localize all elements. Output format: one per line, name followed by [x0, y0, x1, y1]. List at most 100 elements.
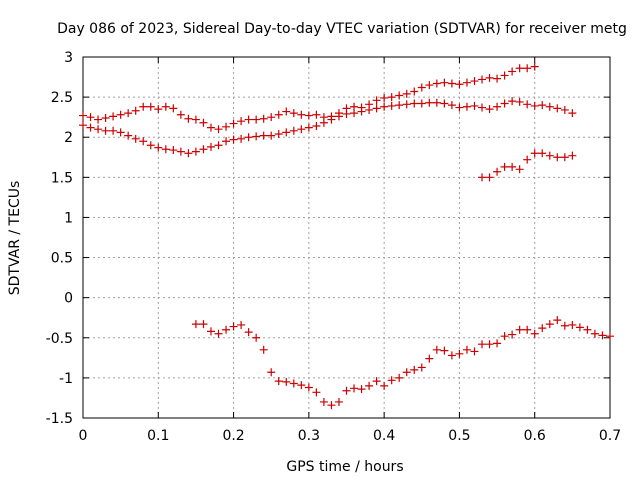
data-point: [304, 123, 313, 132]
data-point: [259, 114, 268, 123]
data-point: [500, 332, 509, 341]
series-series-c: [478, 149, 577, 182]
y-tick-label: 2.5: [51, 90, 73, 106]
data-point: [560, 321, 569, 330]
data-point: [372, 377, 381, 386]
x-tick-label: 0.1: [147, 428, 169, 444]
data-point: [485, 173, 494, 182]
data-point: [289, 109, 298, 118]
data-point: [478, 103, 487, 112]
data-point: [575, 323, 584, 332]
data-point: [410, 365, 419, 374]
data-point: [485, 340, 494, 349]
data-point: [146, 102, 155, 111]
data-point: [176, 147, 185, 156]
data-point: [229, 322, 238, 331]
data-point: [455, 103, 464, 112]
data-point: [237, 117, 246, 126]
plot-frame: [82, 56, 611, 419]
data-point: [252, 115, 261, 124]
data-point: [493, 102, 502, 111]
data-point: [425, 98, 434, 107]
data-point: [523, 100, 532, 109]
data-point: [447, 101, 456, 110]
data-point: [206, 142, 215, 151]
data-point: [312, 121, 321, 130]
data-point: [515, 165, 524, 174]
y-tick-label: -1.5: [46, 411, 73, 427]
data-point: [101, 126, 110, 135]
data-point: [553, 316, 562, 325]
data-point: [131, 106, 140, 115]
data-point: [206, 327, 215, 336]
data-point: [395, 373, 404, 382]
y-tick-label: 0: [64, 291, 73, 307]
data-point: [485, 73, 494, 82]
data-point: [583, 325, 592, 334]
data-point: [304, 383, 313, 392]
data-point: [545, 102, 554, 111]
chart-title: Day 086 of 2023, Sidereal Day-to-day VTE…: [57, 21, 627, 37]
data-point: [538, 149, 547, 158]
data-point: [462, 102, 471, 111]
data-point: [154, 143, 163, 152]
data-point: [319, 397, 328, 406]
data-point: [161, 102, 170, 111]
data-point: [327, 401, 336, 410]
x-tick-label: 0.4: [373, 428, 395, 444]
x-tick-label: 0.2: [222, 428, 244, 444]
y-tick-label: -0.5: [46, 331, 73, 347]
series-series-a: [79, 62, 539, 134]
data-point: [350, 384, 359, 393]
data-point: [229, 119, 238, 128]
data-point: [530, 101, 539, 110]
data-point: [146, 141, 155, 150]
data-point: [222, 325, 231, 334]
data-point: [365, 105, 374, 114]
x-tick-label: 0.7: [599, 428, 621, 444]
data-point: [493, 339, 502, 348]
data-point: [432, 345, 441, 354]
data-point: [199, 118, 208, 127]
data-point: [267, 131, 276, 140]
data-point: [545, 151, 554, 160]
data-point: [312, 110, 321, 119]
tick-layer: 0 0.1 0.2 0.3 0.4 0.5 0.6 0.7 -1.5 -1 -0.5 0 0.5 1 1.5…: [46, 50, 621, 444]
data-point: [568, 151, 577, 160]
data-point: [206, 123, 215, 132]
data-point: [169, 104, 178, 113]
data-point: [485, 105, 494, 114]
data-point: [568, 109, 577, 118]
data-point: [191, 115, 200, 124]
data-point: [199, 320, 208, 329]
data-point: [425, 81, 434, 90]
data-point: [252, 132, 261, 141]
data-point: [244, 328, 253, 337]
data-point: [139, 137, 148, 146]
data-point: [432, 79, 441, 88]
data-point: [244, 115, 253, 124]
data-point: [545, 320, 554, 329]
data-point: [184, 114, 193, 123]
x-tick-label: 0.6: [524, 428, 546, 444]
data-point: [395, 101, 404, 110]
data-point: [462, 345, 471, 354]
data-point: [139, 102, 148, 111]
data-point: [560, 105, 569, 114]
data-point: [553, 104, 562, 113]
data-point: [252, 333, 261, 342]
data-point: [274, 377, 283, 386]
data-point: [214, 141, 223, 150]
y-tick-label: 1: [64, 210, 73, 226]
data-point: [191, 320, 200, 329]
data-point: [440, 78, 449, 87]
data-point: [229, 135, 238, 144]
data-point: [297, 381, 306, 390]
data-point: [590, 329, 599, 338]
data-point: [455, 349, 464, 358]
data-point: [417, 83, 426, 92]
data-point: [237, 134, 246, 143]
data-point: [184, 149, 193, 158]
data-point: [478, 340, 487, 349]
x-tick-label: 0.5: [448, 428, 470, 444]
